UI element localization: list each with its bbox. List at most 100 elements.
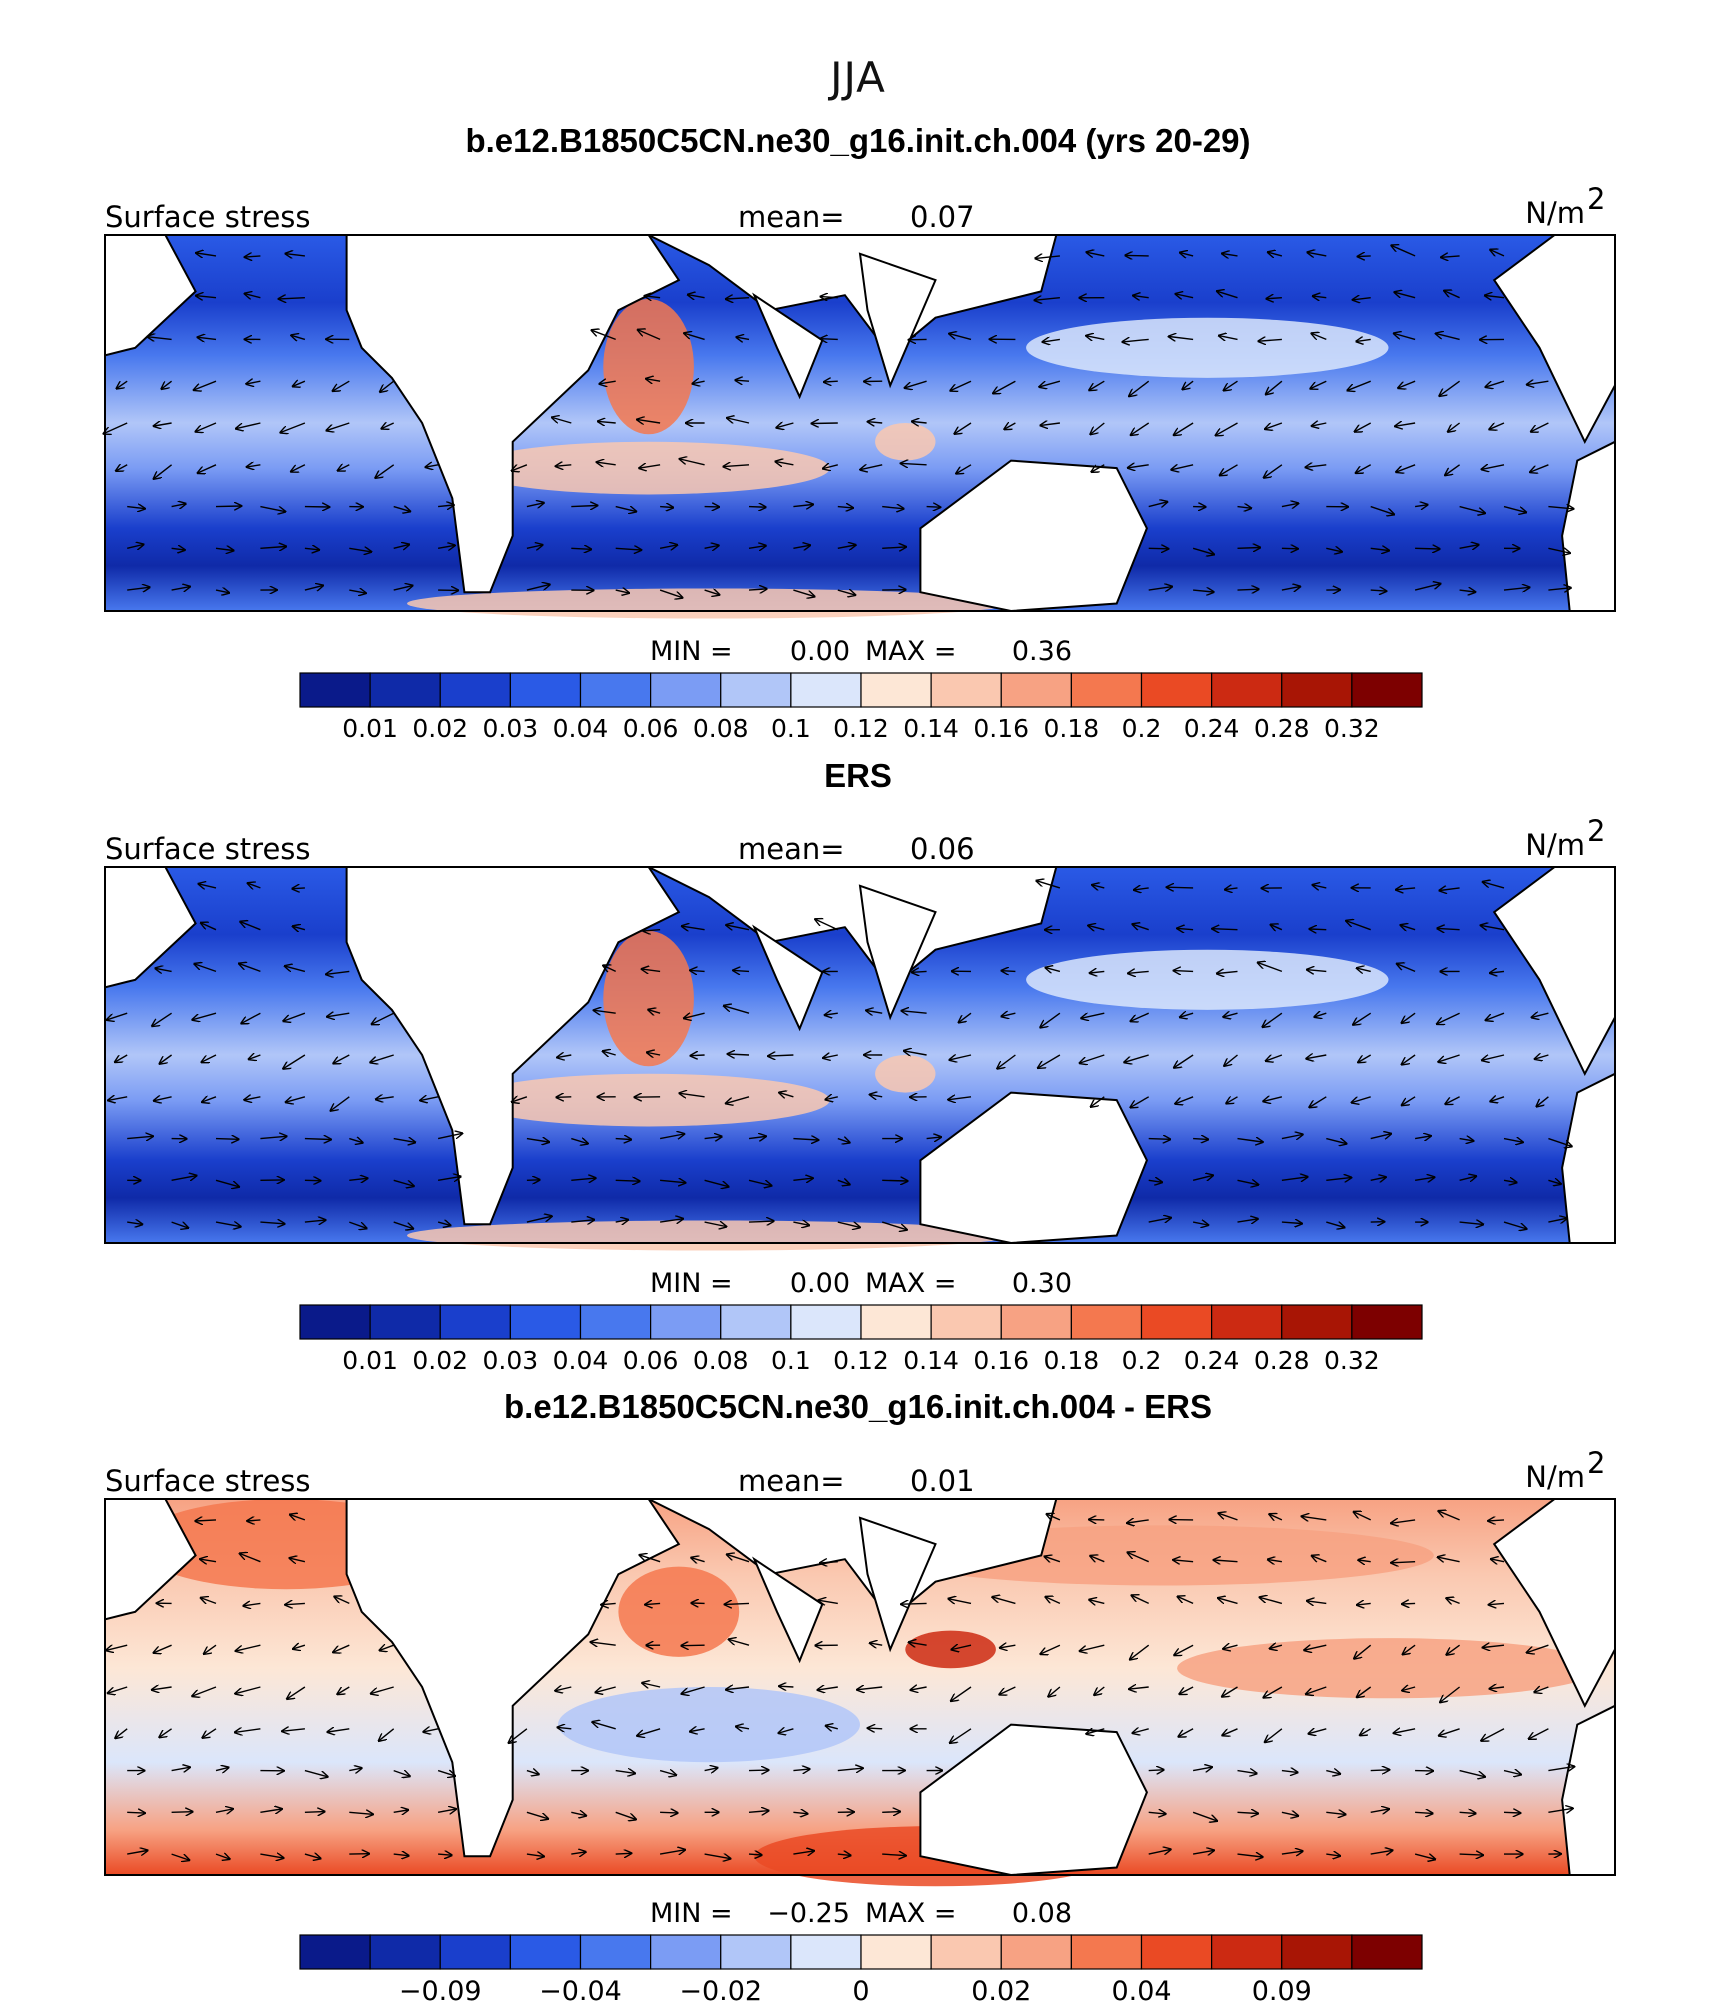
stress-arrow bbox=[286, 254, 305, 256]
stress-arrow bbox=[1307, 1601, 1327, 1604]
stress-arrow bbox=[1089, 926, 1105, 930]
colorbar-tick-label: 0.18 bbox=[1044, 1346, 1100, 1375]
stress-arrow bbox=[338, 465, 350, 471]
stress-arrow bbox=[659, 589, 682, 598]
stress-arrow bbox=[201, 1559, 217, 1562]
stress-arrow bbox=[287, 1686, 306, 1699]
stress-arrow bbox=[1503, 1180, 1516, 1182]
landmass bbox=[345, 866, 681, 1226]
stress-arrow bbox=[293, 381, 306, 386]
stress-arrow bbox=[1038, 1054, 1061, 1068]
stress-arrow bbox=[1326, 1178, 1351, 1181]
stress-arrow bbox=[1354, 1644, 1372, 1658]
stress-arrow bbox=[202, 1054, 217, 1062]
stress-arrow bbox=[557, 1097, 572, 1098]
stress-arrow bbox=[949, 1599, 972, 1604]
stress-arrow bbox=[1391, 1520, 1416, 1523]
stress-arrow bbox=[993, 1597, 1016, 1605]
stress-arrow bbox=[1348, 380, 1371, 390]
colorbar-swatch bbox=[1140, 1304, 1213, 1340]
stress-arrow bbox=[1439, 1511, 1460, 1521]
stress-arrow bbox=[594, 1010, 616, 1013]
stress-arrow bbox=[1148, 1180, 1162, 1182]
stress-arrow bbox=[108, 1686, 128, 1693]
stress-arrow bbox=[571, 548, 591, 549]
stress-arrow bbox=[1264, 1686, 1283, 1697]
stress-arrow bbox=[1175, 1644, 1194, 1655]
stress-arrow bbox=[926, 507, 940, 508]
stress-vectors bbox=[107, 881, 1571, 1230]
colorbar-swatch bbox=[860, 1304, 932, 1340]
stress-arrow bbox=[437, 1133, 462, 1140]
stress-arrow bbox=[1260, 1597, 1283, 1605]
stress-arrow bbox=[724, 465, 750, 467]
stress-arrow bbox=[1548, 1218, 1566, 1222]
stress-arrow bbox=[438, 1854, 451, 1855]
landmass bbox=[858, 1516, 937, 1653]
stress-arrow bbox=[902, 1603, 927, 1604]
stress-arrow bbox=[304, 1139, 331, 1140]
stress-arrow bbox=[598, 421, 616, 423]
stress-arrow bbox=[1394, 334, 1416, 341]
colorbar-swatch bbox=[1140, 672, 1213, 708]
stress-arrow bbox=[376, 464, 395, 478]
stress-arrow bbox=[659, 1850, 685, 1854]
field-patch bbox=[618, 1566, 740, 1657]
stress-arrow bbox=[199, 884, 217, 888]
stress-arrow bbox=[882, 1854, 905, 1856]
field-patch bbox=[603, 930, 694, 1067]
stress-arrow bbox=[242, 1012, 261, 1023]
stress-arrow bbox=[194, 380, 217, 390]
stress-arrow bbox=[283, 1729, 305, 1731]
stress-arrow bbox=[1440, 380, 1461, 396]
stress-arrow bbox=[331, 1096, 350, 1111]
stress-arrow bbox=[816, 919, 839, 931]
stress-arrow bbox=[304, 1812, 324, 1813]
stress-arrow bbox=[881, 1221, 906, 1230]
stress-arrow bbox=[1271, 925, 1283, 930]
stress-arrow bbox=[526, 1811, 548, 1818]
stress-arrow bbox=[1281, 1771, 1297, 1773]
stress-arrow bbox=[1326, 1222, 1344, 1227]
stress-arrow bbox=[260, 1854, 283, 1858]
stress-arrow bbox=[1268, 1560, 1283, 1562]
field-patch bbox=[875, 423, 936, 461]
stress-arrow bbox=[171, 1221, 188, 1228]
stress-arrow bbox=[1396, 888, 1416, 890]
stress-arrow bbox=[597, 462, 616, 465]
stress-arrow bbox=[215, 548, 233, 550]
stress-arrow bbox=[1403, 1687, 1416, 1691]
stress-arrow bbox=[684, 1013, 705, 1018]
stress-arrow bbox=[293, 926, 306, 929]
stress-arrow bbox=[349, 1812, 372, 1814]
stress-arrow bbox=[281, 422, 306, 432]
stress-arrow bbox=[1148, 502, 1167, 507]
stress-arrow bbox=[704, 1854, 730, 1859]
stress-arrow bbox=[647, 1053, 661, 1056]
stress-arrow bbox=[1043, 339, 1061, 342]
stress-arrow bbox=[571, 1220, 594, 1222]
stress-arrow bbox=[1224, 1645, 1238, 1649]
stress-arrow bbox=[1123, 339, 1149, 342]
stress-arrow bbox=[882, 547, 905, 548]
stress-arrow bbox=[154, 464, 173, 479]
stress-arrow bbox=[1091, 1096, 1105, 1107]
stress-arrow bbox=[882, 507, 903, 509]
stress-arrow bbox=[603, 1051, 616, 1055]
stress-arrow bbox=[591, 1642, 616, 1645]
stress-arrow bbox=[571, 506, 597, 507]
stress-arrow bbox=[659, 1219, 683, 1222]
colorbar-swatch bbox=[509, 1304, 582, 1340]
units-superscript: 2 bbox=[1587, 814, 1605, 848]
stress-arrow bbox=[1402, 1054, 1416, 1064]
stress-arrow bbox=[837, 1854, 850, 1855]
stress-arrow bbox=[1000, 1645, 1016, 1648]
stress-arrow bbox=[1485, 296, 1505, 298]
max-label: MAX = bbox=[865, 636, 956, 667]
stress-arrow bbox=[1174, 1560, 1194, 1562]
stress-arrow bbox=[793, 505, 812, 507]
stress-arrow bbox=[1490, 1687, 1505, 1689]
stress-arrow bbox=[1131, 422, 1150, 435]
stress-arrow bbox=[604, 966, 617, 972]
stress-arrow bbox=[1448, 422, 1461, 432]
